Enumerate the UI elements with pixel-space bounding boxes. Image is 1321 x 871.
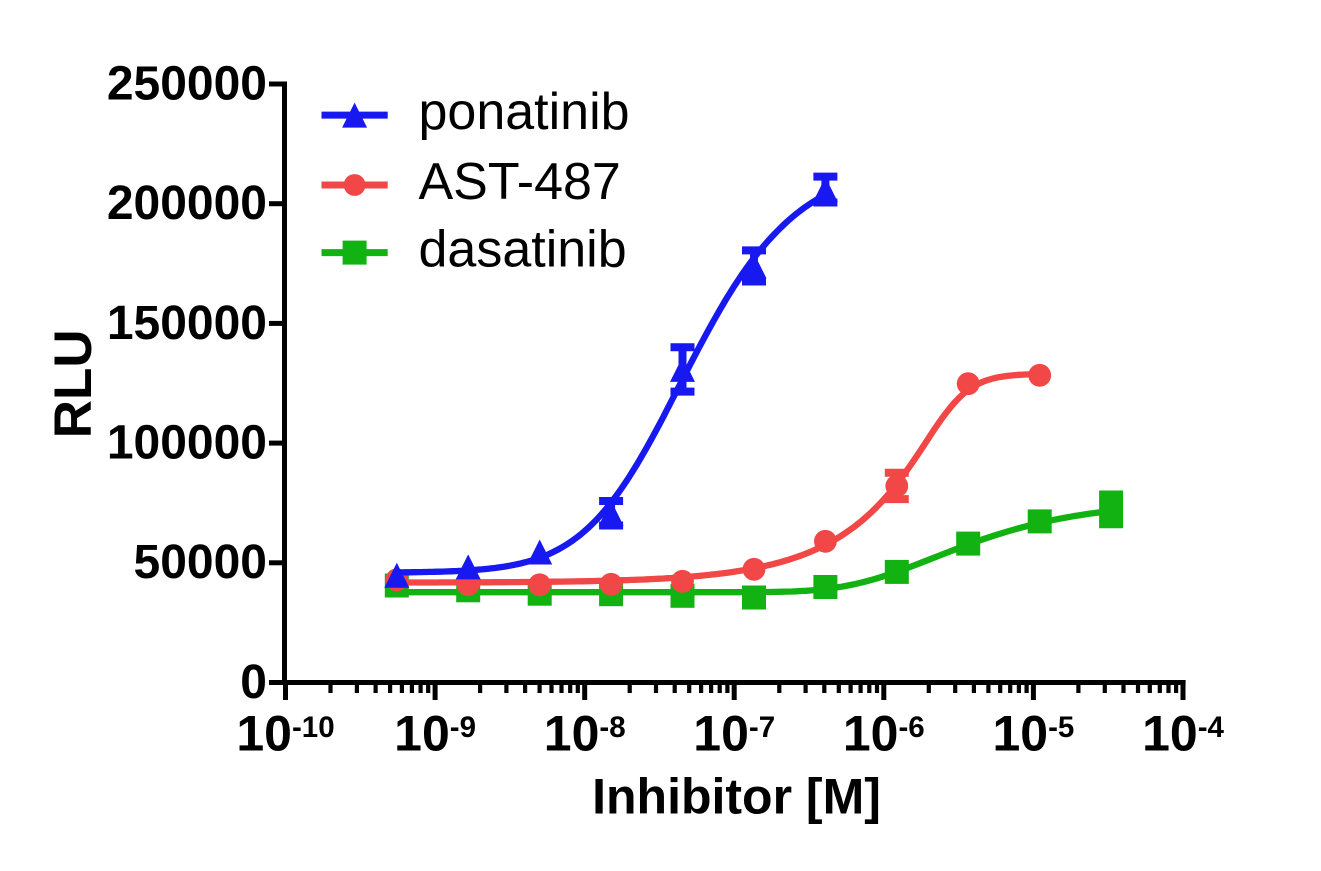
svg-text:Inhibitor [M]: Inhibitor [M]	[592, 769, 881, 825]
svg-text:10-7: 10-7	[693, 706, 775, 762]
svg-text:10-8: 10-8	[544, 706, 626, 762]
svg-text:10-10: 10-10	[236, 706, 334, 762]
svg-text:0: 0	[240, 656, 267, 709]
svg-text:50000: 50000	[134, 536, 267, 589]
svg-text:150000: 150000	[107, 297, 267, 350]
svg-text:AST-487: AST-487	[419, 153, 621, 211]
svg-text:10-5: 10-5	[992, 706, 1074, 762]
svg-text:200000: 200000	[107, 177, 267, 230]
svg-text:10-9: 10-9	[394, 706, 476, 762]
svg-text:RLU: RLU	[44, 329, 103, 438]
svg-text:10-4: 10-4	[1142, 706, 1224, 762]
svg-text:10-6: 10-6	[843, 706, 925, 762]
svg-text:100000: 100000	[107, 417, 267, 470]
svg-text:250000: 250000	[107, 57, 267, 110]
svg-text:ponatinib: ponatinib	[419, 83, 630, 141]
svg-text:dasatinib: dasatinib	[419, 220, 627, 278]
